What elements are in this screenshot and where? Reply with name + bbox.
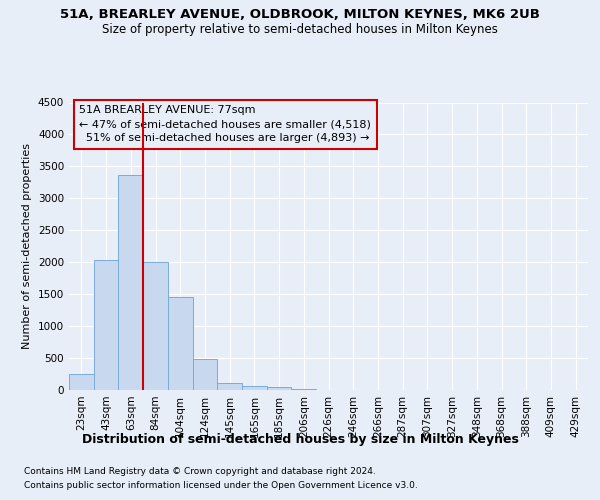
Y-axis label: Number of semi-detached properties: Number of semi-detached properties (22, 143, 32, 350)
Bar (217, 384, 242, 390)
Text: Contains HM Land Registry data © Crown copyright and database right 2024.: Contains HM Land Registry data © Crown c… (24, 468, 376, 476)
Bar (118, 174, 143, 390)
Bar (69, 374, 94, 390)
Text: Distribution of semi-detached houses by size in Milton Keynes: Distribution of semi-detached houses by … (82, 432, 518, 446)
Bar (168, 296, 193, 390)
Bar (242, 386, 267, 390)
Bar (267, 387, 292, 390)
Text: Size of property relative to semi-detached houses in Milton Keynes: Size of property relative to semi-detach… (102, 22, 498, 36)
Text: Contains public sector information licensed under the Open Government Licence v3: Contains public sector information licen… (24, 481, 418, 490)
Bar (94, 260, 118, 390)
Bar (193, 360, 217, 390)
Text: 51A, BREARLEY AVENUE, OLDBROOK, MILTON KEYNES, MK6 2UB: 51A, BREARLEY AVENUE, OLDBROOK, MILTON K… (60, 8, 540, 20)
Bar (143, 262, 168, 390)
Text: 51A BREARLEY AVENUE: 77sqm
← 47% of semi-detached houses are smaller (4,518)
  5: 51A BREARLEY AVENUE: 77sqm ← 47% of semi… (79, 106, 371, 144)
Bar (292, 389, 316, 390)
